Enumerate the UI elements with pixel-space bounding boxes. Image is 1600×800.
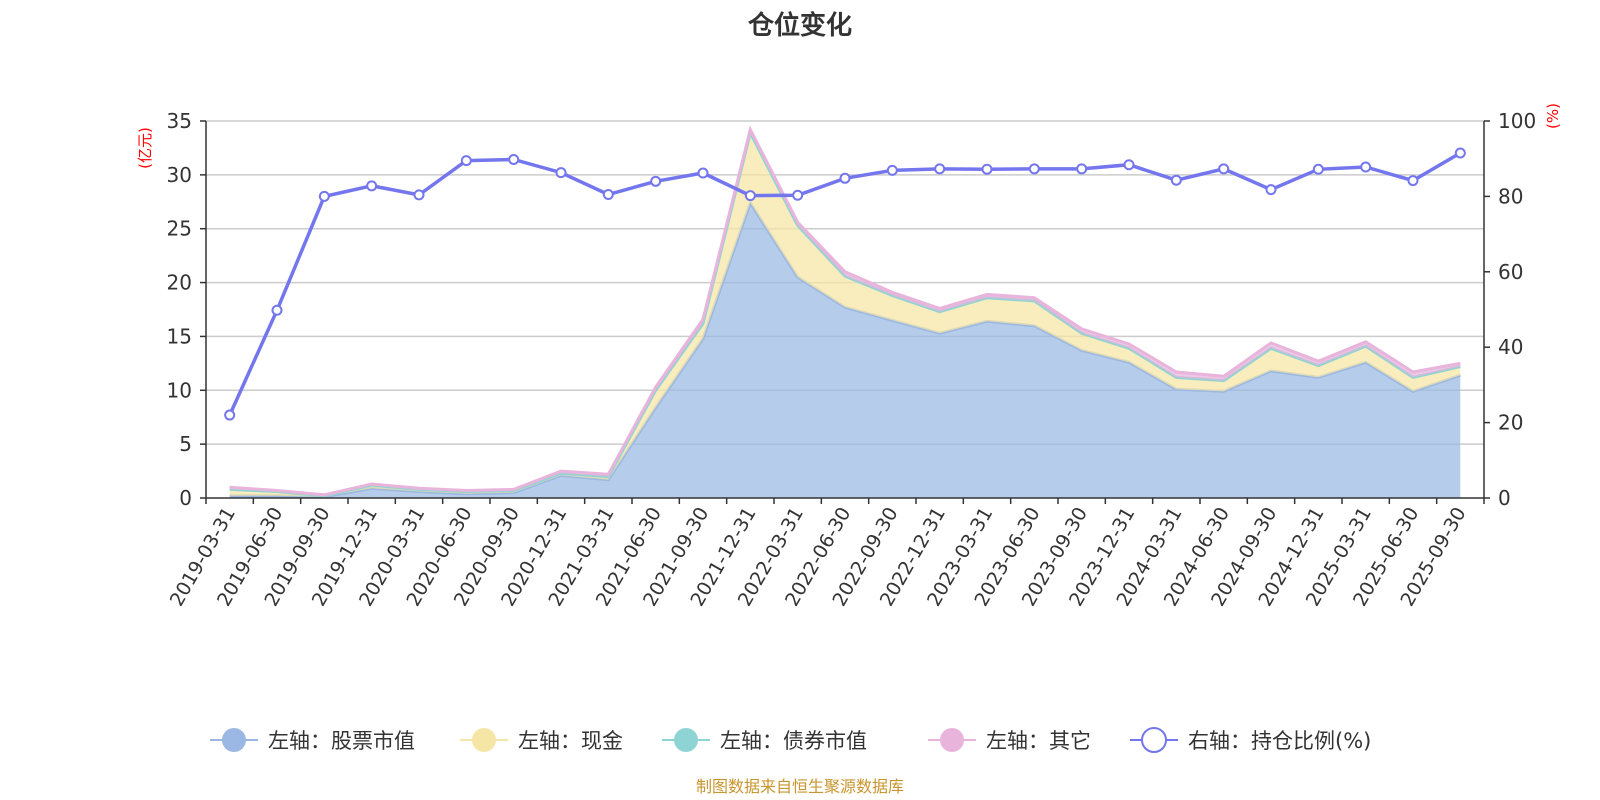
ratio-point [839, 172, 851, 184]
area-左轴：股票市值 [229, 202, 1461, 498]
x-tick-labels: 2019-03-312019-06-302019-09-302019-12-31… [166, 504, 1471, 611]
legend: 左轴：股票市值 左轴：现金 左轴：债券市值 左轴：其它 右轴：持仓比例(%) [210, 727, 1371, 753]
right-axis-tick-label: 40 [1498, 335, 1523, 359]
ratio-point [508, 153, 520, 165]
legend-marker [940, 728, 964, 752]
ratio-point [1076, 163, 1088, 175]
ratio-point [318, 190, 330, 202]
left-axis-tick-label: 35 [167, 109, 192, 133]
ratio-point [413, 189, 425, 201]
legend-label: 左轴：债券市值 [720, 729, 867, 753]
ratio-point [792, 189, 804, 201]
right-axis-tick-label: 60 [1498, 260, 1523, 284]
ratio-point [744, 190, 756, 202]
legend-marker [222, 728, 246, 752]
ratio-point [1407, 175, 1419, 187]
legend-label: 左轴：股票市值 [268, 729, 415, 753]
left-axis-tick-label: 15 [167, 324, 192, 348]
left-axis-tick-label: 0 [179, 486, 192, 510]
legend-marker [1141, 727, 1167, 753]
ratio-point [224, 409, 236, 421]
left-axis-tick-label: 30 [167, 163, 192, 187]
ratio-point [1028, 163, 1040, 175]
legend-label: 左轴：其它 [986, 729, 1091, 753]
left-axis-tick-label: 20 [167, 271, 192, 295]
legend-marker [674, 728, 698, 752]
right-axis-unit: (%) [1544, 103, 1562, 129]
ratio-point [1218, 163, 1230, 175]
ratio-point [886, 164, 898, 176]
ratio-point [366, 180, 378, 192]
ratio-point [1360, 161, 1372, 173]
data-source-note: 制图数据来自恒生聚源数据库 [696, 777, 904, 796]
area-line-左轴：其它 [229, 125, 1461, 497]
legend-marker [472, 728, 496, 752]
left-axis-tick-label: 10 [167, 378, 192, 402]
axes [200, 120, 1490, 504]
ratio-point [934, 163, 946, 175]
ratio-point [1312, 163, 1324, 175]
right-axis-tick-label: 0 [1498, 486, 1511, 510]
ratio-point [1265, 184, 1277, 196]
stacked-areas [229, 125, 1461, 499]
chart-title: 仓位变化 [747, 10, 852, 41]
ratio-point [271, 304, 283, 316]
right-axis-tick-label: 20 [1498, 411, 1523, 435]
right-axis-tick-label: 80 [1498, 184, 1523, 208]
legend-label: 左轴：现金 [518, 729, 623, 753]
y-tick-labels: 0 5 10 15 20 25 30 35 0 20 40 60 80 100 [167, 109, 1537, 510]
legend-label: 右轴：持仓比例(%) [1188, 729, 1371, 753]
ratio-point [981, 163, 993, 175]
ratio-point [555, 167, 567, 179]
left-axis-tick-label: 5 [179, 432, 192, 456]
ratio-series [224, 147, 1466, 421]
left-axis-tick-label: 25 [167, 217, 192, 241]
ratio-point [460, 155, 472, 167]
ratio-point [1123, 159, 1135, 171]
ratio-point [1170, 174, 1182, 186]
left-axis-unit: (亿元) [136, 127, 154, 169]
right-axis-tick-label: 100 [1498, 109, 1536, 133]
ratio-point [697, 167, 709, 179]
ratio-point [1454, 147, 1466, 159]
ratio-point [650, 175, 662, 187]
ratio-point [602, 189, 614, 201]
